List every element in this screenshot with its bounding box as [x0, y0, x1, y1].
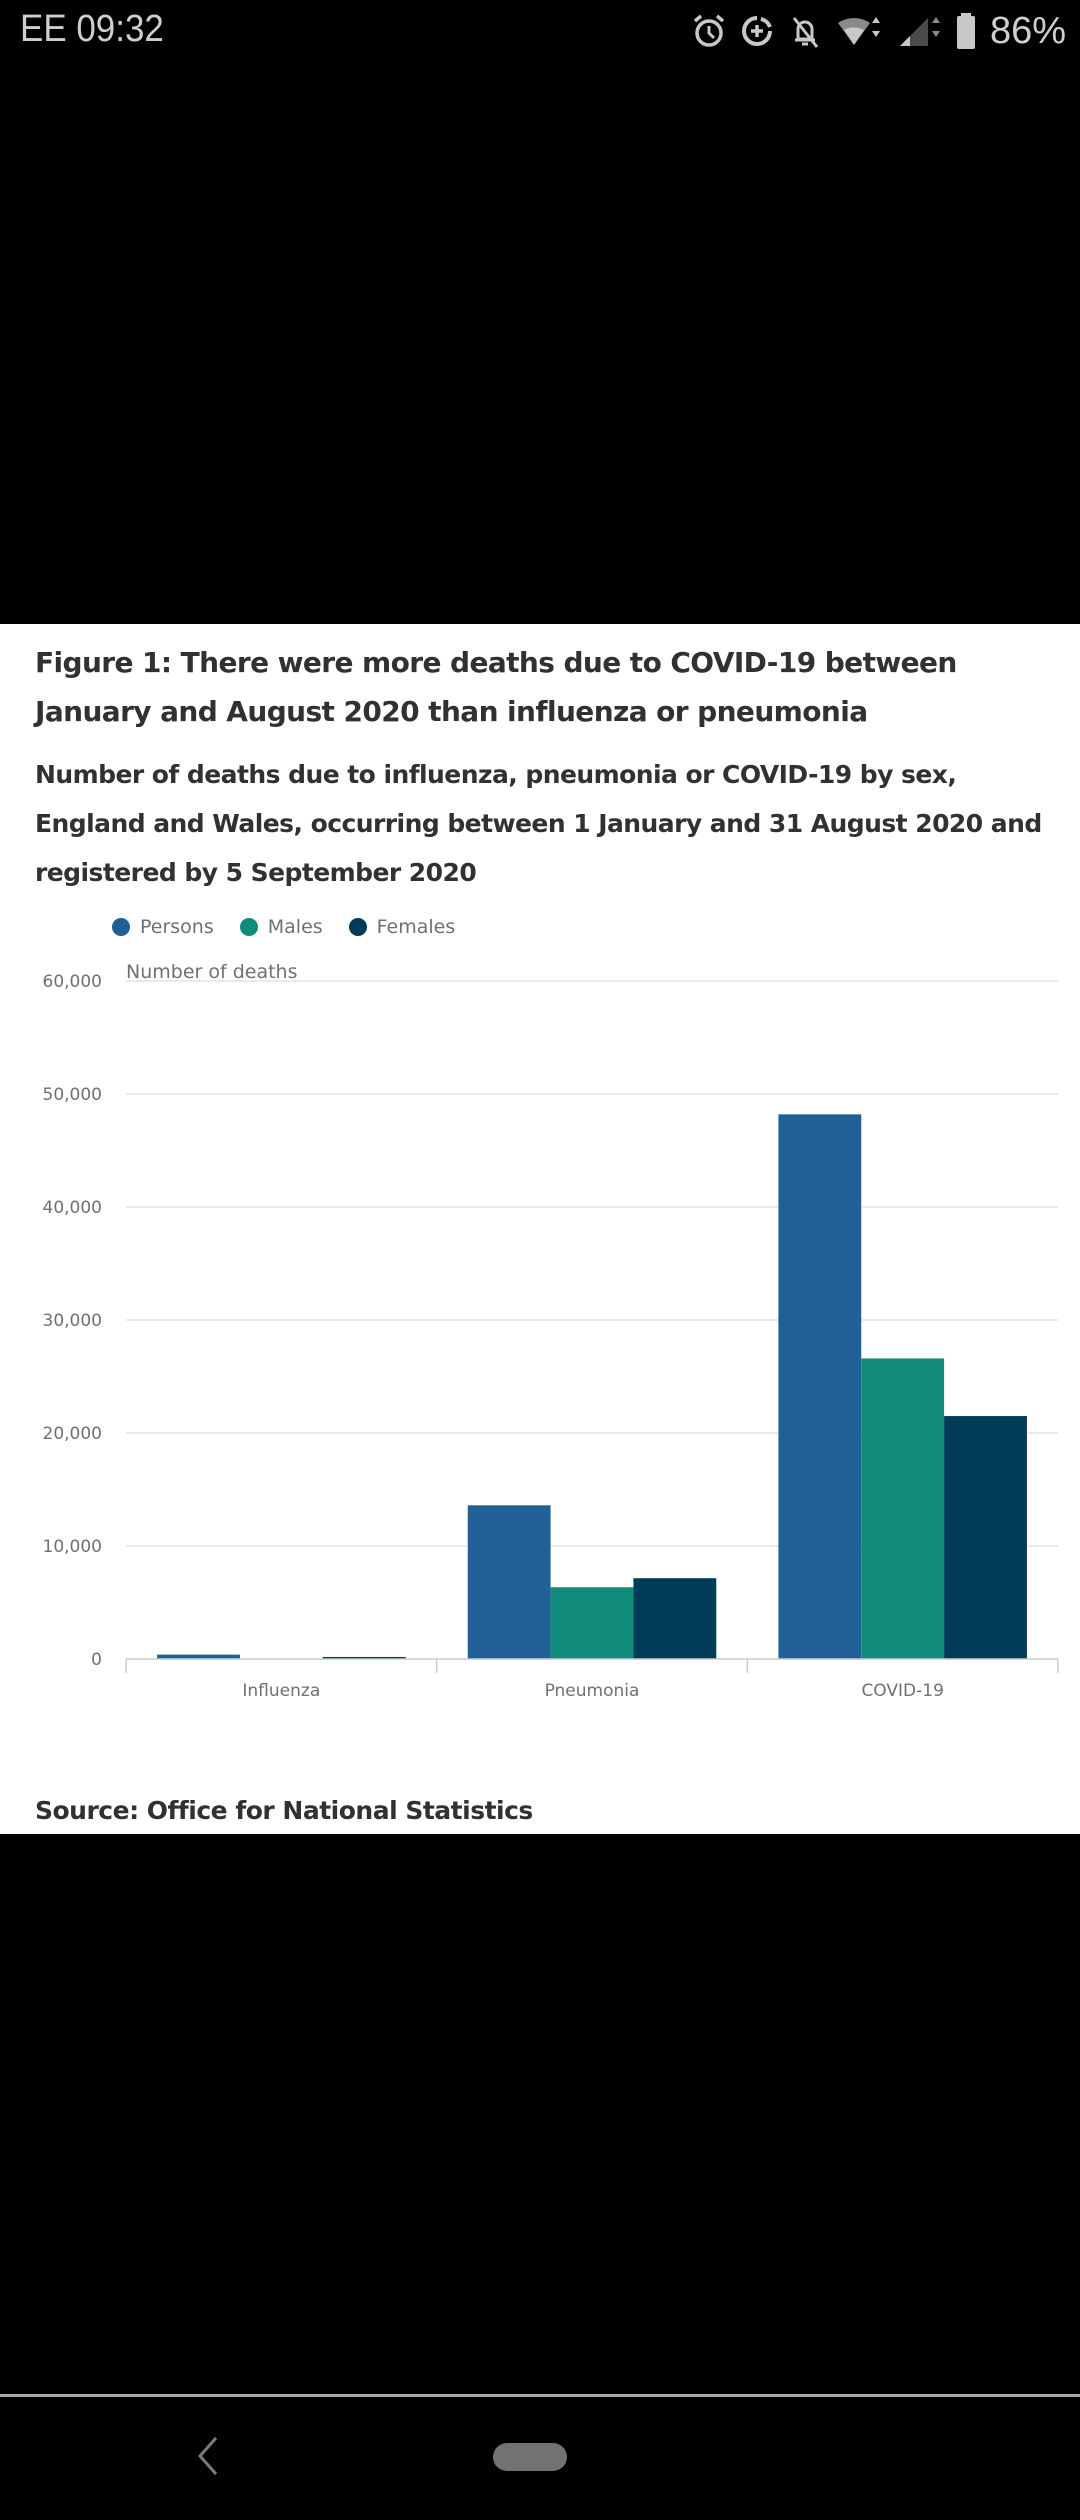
- y-tick-label: 0: [91, 1650, 102, 1670]
- legend-item-females[interactable]: Females: [348, 916, 456, 938]
- y-tick-label: 30,000: [43, 1311, 102, 1331]
- bar-females-influenza[interactable]: [322, 1656, 406, 1659]
- bar-persons-pneumonia[interactable]: [467, 1505, 551, 1659]
- x-tick-label: COVID-19: [861, 1681, 943, 1701]
- y-tick-label: 20,000: [43, 1424, 102, 1444]
- bar-males-pneumonia[interactable]: [550, 1587, 634, 1659]
- cell-signal-icon: [899, 17, 940, 46]
- legend-marker-persons: [112, 918, 130, 936]
- figure-title: Figure 1: There were more deaths due to …: [35, 646, 957, 728]
- legend-marker-males: [239, 918, 258, 936]
- bar-males-covid-19[interactable]: [861, 1358, 945, 1659]
- bar-females-pneumonia[interactable]: [633, 1578, 717, 1659]
- source-note: Source: Office for National Statistics: [35, 1796, 533, 1825]
- y-tick-label: 10,000: [43, 1537, 102, 1557]
- bar-persons-influenza[interactable]: [157, 1654, 240, 1659]
- wifi-icon: [837, 17, 880, 45]
- y-tick-label: 60,000: [43, 972, 102, 992]
- back-chevron-icon[interactable]: [196, 2436, 218, 2476]
- y-axis: 0 10,000 20,000 30,000 40,000 50,000 60,000: [43, 972, 102, 1670]
- legend-marker-females: [348, 918, 367, 936]
- home-pill-icon[interactable]: [493, 2443, 567, 2471]
- legend-item-males[interactable]: Males: [239, 916, 323, 938]
- x-axis: Influenza Pneumonia COVID-19: [125, 1658, 1059, 1701]
- bar-persons-covid-19[interactable]: [778, 1114, 862, 1659]
- x-tick-label: Pneumonia: [545, 1681, 640, 1701]
- status-icons: 86%: [692, 8, 1066, 54]
- y-tick-label: 50,000: [43, 1085, 102, 1105]
- carrier-time: EE 09:32: [20, 8, 164, 51]
- chart-legend: Persons Males Females: [112, 916, 455, 938]
- legend-label: Males: [267, 916, 323, 938]
- figure-panel: Figure 1: There were more deaths due to …: [0, 624, 1080, 1834]
- clock: 09:32: [76, 8, 164, 50]
- notifications-off-icon: [792, 17, 819, 48]
- bar-females-covid-19[interactable]: [944, 1416, 1027, 1659]
- carrier-label: EE: [20, 8, 67, 50]
- y-axis-title: Number of deaths: [126, 961, 298, 983]
- bars: [157, 1114, 1027, 1659]
- figure-subtitle: Number of deaths due to influenza, pneum…: [35, 760, 1042, 887]
- bar-chart: 0 10,000 20,000 30,000 40,000 50,000 60,000 Nu…: [43, 961, 1059, 1701]
- battery-icon: [956, 13, 975, 49]
- battery-percent: 86%: [989, 9, 1066, 52]
- status-bar: EE 09:32: [0, 0, 1080, 62]
- legend-label: Persons: [140, 916, 214, 938]
- data-saver-icon: [741, 16, 772, 46]
- y-tick-label: 40,000: [43, 1198, 102, 1218]
- legend-label: Females: [376, 916, 456, 938]
- alarm-icon: [693, 14, 725, 47]
- x-tick-label: Influenza: [242, 1681, 320, 1701]
- nav-divider: [0, 2394, 1080, 2397]
- legend-item-persons[interactable]: Persons: [112, 916, 214, 938]
